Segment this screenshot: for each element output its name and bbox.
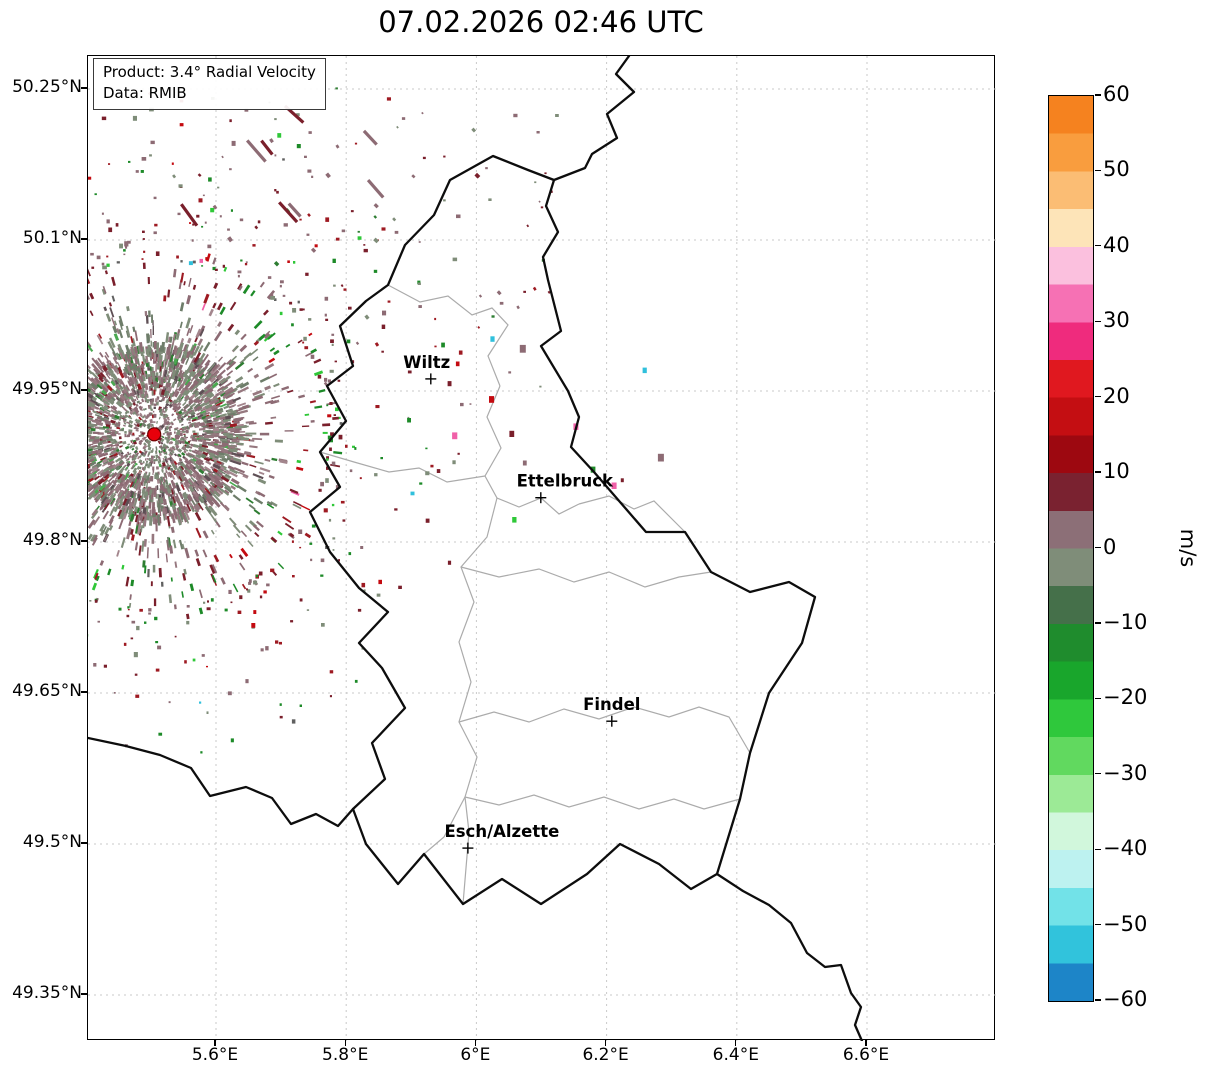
map-plot-area: Wiltz Ettelbruck Findel Esch/Alzette Produc… <box>87 55 996 1041</box>
radar-echoes <box>88 87 664 754</box>
lon-tick-label: 6.6°E <box>842 1045 890 1065</box>
city-marker: Ettelbruck <box>517 472 614 504</box>
lon-tick-label: 6°E <box>460 1045 491 1065</box>
lat-tick-mark <box>81 993 87 995</box>
colorbar-tick-label: 40 <box>1103 232 1130 257</box>
lat-tick-mark <box>81 389 87 391</box>
lon-tick-label: 5.8°E <box>322 1045 369 1065</box>
data-source-label: Data: RMIB <box>103 84 187 103</box>
product-info-box: Product: 3.4° Radial Velocity Data: RMIB <box>93 58 326 110</box>
colorbar-tick-mark <box>1095 773 1101 775</box>
city-label: Esch/Alzette <box>444 822 559 841</box>
colorbar-tick-label: −10 <box>1103 609 1148 634</box>
lon-tick-mark <box>865 1040 867 1046</box>
radar-map: Wiltz Ettelbruck Findel Esch/Alzette <box>88 56 996 1041</box>
colorbar-unit-label: m/s <box>1176 528 1200 568</box>
lat-tick-mark <box>81 87 87 89</box>
colorbar-tick-mark <box>1095 848 1101 850</box>
colorbar-tick-mark <box>1095 546 1101 549</box>
lon-tick-mark <box>214 1040 216 1046</box>
country-borders <box>88 56 864 1041</box>
lat-tick-label: 50.1°N <box>22 228 82 248</box>
radar-site-marker <box>147 427 162 442</box>
colorbar-tick-label: −40 <box>1103 836 1148 861</box>
city-annotations: Wiltz Ettelbruck Findel Esch/Alzette <box>403 353 640 854</box>
chart-title: 07.02.2026 02:46 UTC <box>378 5 704 39</box>
colorbar-tick-mark <box>1095 999 1101 1001</box>
city-label: Ettelbruck <box>517 472 614 491</box>
velocity-colorbar <box>1048 95 1094 1002</box>
lon-tick-label: 6.4°E <box>712 1045 759 1065</box>
colorbar-tick-label: 30 <box>1103 308 1130 333</box>
lat-tick-label: 49.95°N <box>12 379 82 399</box>
colorbar-tick-mark <box>1095 320 1101 322</box>
district-borders <box>319 284 751 905</box>
colorbar-tick-mark <box>1095 169 1101 171</box>
lat-tick-label: 49.8°N <box>22 530 82 550</box>
colorbar-tick-label: 10 <box>1103 459 1130 484</box>
city-label: Wiltz <box>403 353 450 372</box>
colorbar-tick-mark <box>1095 471 1101 473</box>
lon-tick-label: 6.2°E <box>582 1045 629 1065</box>
lon-tick-mark <box>605 1040 607 1046</box>
colorbar-tick-mark <box>1095 396 1101 398</box>
grid-lines <box>88 56 996 1041</box>
lat-tick-mark <box>81 691 87 693</box>
colorbar-tick-label: 20 <box>1103 383 1130 408</box>
colorbar-tick-label: 0 <box>1103 534 1117 559</box>
colorbar-tick-mark <box>1095 94 1101 96</box>
colorbar-tick-label: −20 <box>1103 685 1148 710</box>
colorbar-tick-label: 50 <box>1103 157 1130 182</box>
lat-tick-mark <box>81 842 87 844</box>
colorbar-tick-label: −30 <box>1103 760 1148 785</box>
lon-tick-label: 5.6°E <box>191 1045 239 1065</box>
colorbar-tick-mark <box>1095 697 1101 699</box>
lat-tick-label: 49.35°N <box>12 983 82 1004</box>
lat-tick-label: 49.65°N <box>12 681 82 702</box>
product-label: Product: 3.4° Radial Velocity <box>103 63 316 81</box>
lon-tick-mark <box>474 1040 476 1046</box>
city-marker: Esch/Alzette <box>444 822 559 854</box>
colorbar-tick-mark <box>1095 245 1101 247</box>
lat-tick-mark <box>81 238 87 240</box>
colorbar-tick-label: −50 <box>1103 911 1148 936</box>
colorbar-tick-mark <box>1095 622 1101 624</box>
city-label: Findel <box>583 695 640 714</box>
colorbar-tick-label: −60 <box>1103 987 1148 1011</box>
city-marker: Wiltz <box>403 353 450 385</box>
lon-tick-mark <box>735 1040 737 1046</box>
colorbar-tick-mark <box>1095 923 1101 926</box>
lat-tick-label: 49.5°N <box>22 832 82 853</box>
lat-tick-mark <box>81 540 87 542</box>
colorbar-tick-label: 60 <box>1103 82 1130 106</box>
lon-tick-mark <box>344 1040 346 1046</box>
city-marker: Findel <box>583 695 640 727</box>
lat-tick-label: 50.25°N <box>12 77 82 97</box>
